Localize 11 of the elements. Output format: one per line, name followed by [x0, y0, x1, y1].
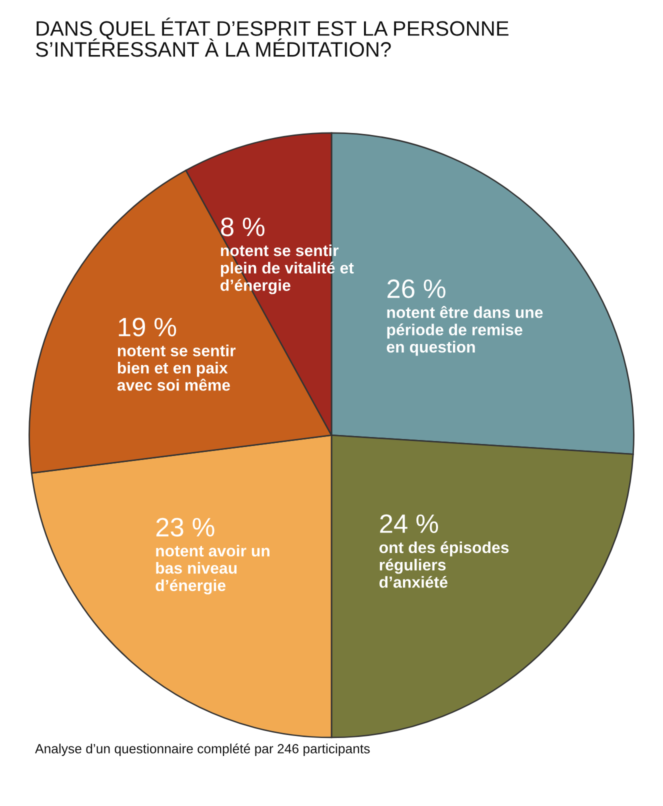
data-label: 23 % [156, 518, 214, 537]
slice-label: notent être dans une période de remise en question [386, 306, 543, 356]
text: Analyse d’un questionnaire complété par 246 participants [35, 744, 370, 756]
data-label: 26 % [388, 279, 446, 298]
data-label: 19 % [118, 318, 176, 336]
data-label: 24 % [380, 514, 438, 533]
slice-label: ont des épisodes réguliers d’anxiété [379, 541, 509, 588]
slice-label: notent se sentir bien et en paix avec soi même [117, 344, 236, 391]
data-label: 8 % [221, 218, 264, 236]
chart-title: DANS QUEL ÉTAT D’ESPRIT EST LA PERSONNE S’INTÉRESSANT À LA MÉDITATION? [36, 18, 508, 57]
slice-label: notent avoir un bas niveau d’énergie [156, 544, 270, 594]
